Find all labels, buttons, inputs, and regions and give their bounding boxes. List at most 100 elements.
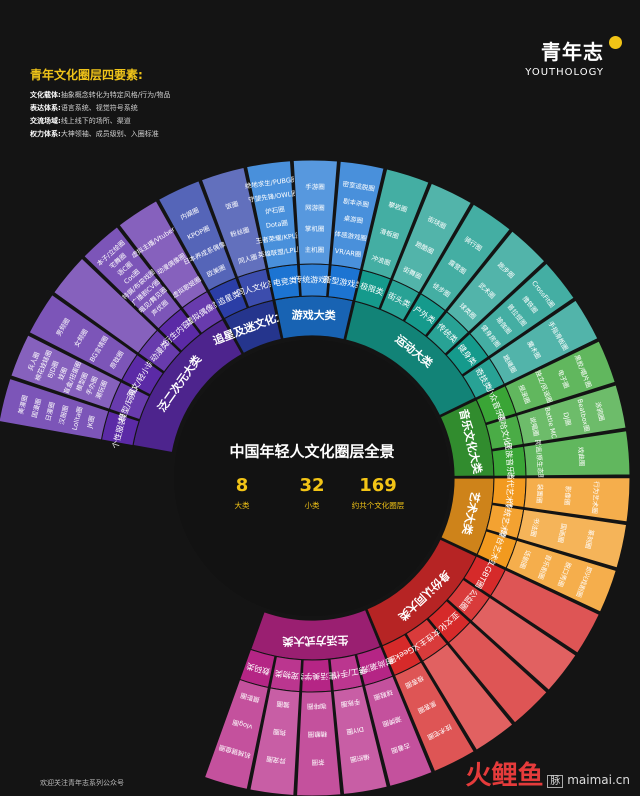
item-label: 装置圈 bbox=[535, 484, 545, 504]
item-label: 饭圈 bbox=[224, 199, 239, 211]
center-disc bbox=[174, 340, 450, 616]
legend-key: 交流场域: bbox=[30, 117, 61, 125]
item-label: JK圈 bbox=[85, 415, 96, 430]
subcategory-label: 传统游戏类 bbox=[294, 274, 334, 284]
legend-row: 表达体系:语言系统、视觉符号系统 bbox=[30, 102, 171, 115]
footer-note: 欢迎关注青年志系列公众号 bbox=[40, 779, 124, 787]
category-label: 游戏大类 bbox=[292, 308, 337, 322]
legend-row: 交流场域:线上线下的场所、渠道 bbox=[30, 115, 171, 128]
item-label: 猫圈 bbox=[276, 699, 290, 710]
item-label: 手游圈 bbox=[305, 182, 325, 191]
item-ring-segment bbox=[292, 159, 339, 266]
item-ring-segment bbox=[118, 200, 208, 309]
item-ring-segment bbox=[470, 596, 577, 691]
brand-logo: 青年志 YOUTHOLOGY bbox=[525, 36, 622, 78]
legend-key: 表达体系: bbox=[30, 104, 61, 112]
item-ring-segment bbox=[361, 168, 430, 280]
stat-label: 小类 bbox=[305, 500, 320, 510]
item-ring-segment bbox=[53, 257, 158, 354]
item-ring-segment bbox=[393, 661, 475, 773]
stat-label: 大类 bbox=[235, 500, 250, 510]
item-label: 狗圈 bbox=[273, 727, 287, 738]
legend-key: 文化载体: bbox=[30, 91, 61, 99]
item-label: 精酿圈 bbox=[308, 730, 328, 739]
item-ring-segment bbox=[446, 230, 546, 333]
item-ring-segment bbox=[249, 687, 301, 796]
item-label: 涂鸦圈 bbox=[594, 401, 607, 422]
stat-number: 169 bbox=[359, 475, 397, 496]
item-ring-segment bbox=[83, 226, 182, 330]
legend-row: 文化载体:抽象概念转化为特定风格/行为/物品 bbox=[30, 89, 171, 102]
item-ring-segment bbox=[523, 430, 631, 477]
item-ring-segment bbox=[488, 299, 599, 385]
item-ring-segment bbox=[10, 334, 122, 410]
item-label: 桌游圈 bbox=[343, 213, 364, 225]
item-label: DJ圈 bbox=[561, 412, 572, 427]
item-label: 网游圈 bbox=[305, 203, 325, 212]
item-label: 编织圈 bbox=[350, 752, 371, 764]
watermark-brand: 火鲤鱼 bbox=[465, 761, 544, 791]
item-ring-segment bbox=[504, 340, 616, 415]
item-label: 掌机圈 bbox=[305, 224, 325, 233]
item-ring-segment bbox=[515, 384, 627, 445]
item-label: 篆刻圈 bbox=[583, 529, 596, 550]
item-ring-segment bbox=[332, 685, 388, 795]
item-ring-segment bbox=[489, 569, 600, 654]
item-ring-segment bbox=[523, 477, 631, 523]
legend-value: 大神领袖、成员级别、入圈标准 bbox=[60, 130, 159, 138]
item-label: 戏曲圈 bbox=[576, 446, 587, 466]
stat-label: 约共个文化圈层 bbox=[352, 500, 405, 510]
item-ring-segment bbox=[0, 377, 110, 441]
item-ring-segment bbox=[422, 643, 514, 751]
item-ring-segment bbox=[330, 160, 385, 271]
subcategory-label: 当代艺术类 bbox=[504, 471, 517, 512]
item-label: DIY圈 bbox=[346, 725, 365, 736]
center-title: 中国年轻人文化圈层全景 bbox=[229, 443, 394, 461]
item-ring-segment bbox=[200, 166, 267, 279]
item-ring-segment bbox=[447, 621, 548, 724]
item-label: 剧本杀圈 bbox=[343, 196, 370, 209]
item-label: 说唱圈 bbox=[528, 416, 541, 437]
item-label: 咖啡圈 bbox=[307, 702, 327, 711]
item-label: 主机圈 bbox=[305, 245, 325, 254]
item-label: 书法圈 bbox=[529, 517, 542, 538]
item-ring-segment bbox=[157, 180, 237, 292]
brand-name: 青年志 bbox=[541, 40, 604, 64]
item-ring-segment bbox=[420, 203, 511, 312]
legend-row: 权力体系:大神领袖、成员级别、入圈标准 bbox=[30, 128, 171, 141]
legend-value: 语言系统、视觉符号系统 bbox=[60, 104, 138, 112]
brand-sub: YOUTHOLOGY bbox=[525, 67, 604, 78]
item-label: 异宠圈 bbox=[266, 755, 286, 766]
item-ring-segment bbox=[391, 182, 472, 294]
subcategory-label: 宠物类 bbox=[274, 668, 299, 681]
subcategory-label: 生活美学类 bbox=[296, 671, 336, 682]
item-label: 民谣/原生态圈 bbox=[534, 439, 546, 481]
category-label: 生活方式大类 bbox=[281, 633, 348, 648]
item-label: 影像圈 bbox=[563, 486, 573, 506]
subcategory-label: 民族音乐类 bbox=[503, 442, 516, 483]
item-label: 茶圈 bbox=[311, 758, 324, 767]
legend-title: 青年文化圈层四要素: bbox=[30, 68, 143, 82]
watermark-box: 脉 bbox=[547, 775, 564, 788]
legend-panel: 青年文化圈层四要素: 文化载体:抽象概念转化为特定风格/行为/物品 表达体系:语… bbox=[30, 66, 171, 141]
watermark-site: maimai.cn bbox=[567, 773, 630, 787]
item-ring-segment bbox=[203, 678, 269, 790]
item-ring-segment bbox=[469, 262, 575, 358]
item-label: 炉石圈 bbox=[265, 204, 286, 216]
stat-number: 8 bbox=[236, 475, 249, 496]
item-ring-segment bbox=[245, 160, 299, 270]
legend-value: 抽象概念转化为特定风格/行为/物品 bbox=[60, 91, 171, 99]
stat-number: 32 bbox=[299, 475, 324, 496]
item-ring-segment bbox=[516, 508, 628, 569]
item-ring-segment bbox=[28, 293, 138, 381]
item-ring-segment bbox=[505, 539, 617, 613]
legend-value: 线上线下的场所、渠道 bbox=[60, 117, 131, 125]
brand-dot-icon bbox=[609, 36, 622, 49]
item-label: 行为艺术圈 bbox=[590, 481, 601, 514]
item-ring-segment bbox=[363, 675, 433, 787]
watermark: 火鲤鱼 脉 maimai.cn bbox=[466, 755, 630, 792]
subcategory-label: 电竞类 bbox=[272, 275, 297, 288]
legend-key: 权力体系: bbox=[30, 130, 61, 138]
item-label: 手账圈 bbox=[340, 697, 361, 709]
